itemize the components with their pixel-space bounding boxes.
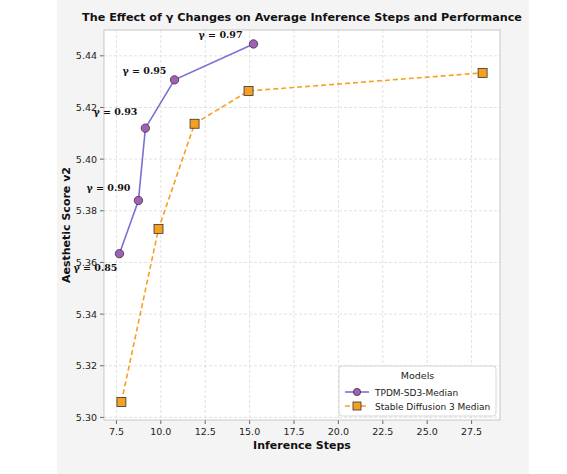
y-tick: [100, 210, 104, 211]
y-tick-label: 5.38: [76, 205, 97, 216]
y-grid-line: [104, 210, 500, 211]
y-tick-label: 5.44: [76, 50, 97, 61]
y-tick-label: 5.40: [76, 154, 97, 165]
y-tick-label: 5.30: [76, 412, 97, 423]
point: [170, 76, 178, 84]
legend-label: TPDM-SD3-Median: [374, 388, 458, 398]
legend-box: [339, 366, 496, 416]
y-grid-line: [104, 314, 500, 315]
x-tick: [471, 420, 472, 424]
plot-background: [104, 30, 500, 420]
x-tick: [249, 420, 250, 424]
data-group: [115, 40, 487, 407]
y-grid-line: [104, 107, 500, 108]
plot-frame: [104, 30, 500, 420]
x-tick-label: 17.5: [283, 426, 304, 437]
y-tick: [100, 417, 104, 418]
point: [154, 224, 163, 233]
y-tick: [100, 365, 104, 366]
point: [115, 249, 123, 257]
point: [244, 86, 253, 95]
x-tick-label: 27.5: [461, 426, 482, 437]
legend: Models TPDM-SD3-Median Stable Diffusion 3 …: [339, 366, 496, 416]
x-tick: [205, 420, 206, 424]
y-tick: [100, 314, 104, 315]
point: [141, 124, 149, 132]
annotation: γ = 0.90: [86, 182, 130, 193]
point: [134, 196, 142, 204]
title: The Effect of γ Changes on Average Infer…: [82, 11, 522, 24]
point: [249, 40, 257, 48]
annotation: γ = 0.85: [73, 262, 117, 273]
x-tick: [294, 420, 295, 424]
series-line: [119, 44, 253, 254]
legend-title: Models: [401, 370, 435, 381]
y-grid-line: [104, 55, 500, 56]
x-tick-label: 12.5: [195, 426, 216, 437]
annotation: γ = 0.95: [123, 65, 167, 76]
legend-marker: [353, 402, 361, 410]
legend-marker: [353, 388, 360, 395]
x-grid-line: [427, 30, 428, 420]
point: [478, 68, 487, 77]
x-tick-label: 10.0: [150, 426, 171, 437]
x-axis-label: Inference Steps: [253, 439, 351, 452]
y-tick-label: 5.32: [76, 360, 97, 371]
x-tick: [382, 420, 383, 424]
x-tick: [427, 420, 428, 424]
y-grid-line: [104, 262, 500, 263]
x-tick-label: 20.0: [328, 426, 349, 437]
x-tick: [338, 420, 339, 424]
x-grid-line: [382, 30, 383, 420]
legend-label: Stable Diffusion 3 Median: [375, 402, 490, 412]
x-grid-line: [471, 30, 472, 420]
figure-background: [57, 0, 529, 474]
point: [190, 119, 199, 128]
y-grid-line: [104, 159, 500, 160]
x-tick: [116, 420, 117, 424]
series-line: [121, 73, 482, 402]
y-tick: [100, 159, 104, 160]
y-tick: [100, 55, 104, 56]
x-grid-line: [116, 30, 117, 420]
chart: 7.5 10.0 12.5 15.0 17.5 20.0 22.5 25.0 27.5 5.30 5…: [0, 0, 567, 474]
annotation: γ = 0.93: [93, 106, 137, 117]
annotation: γ = 0.97: [199, 29, 243, 40]
x-tick-label: 15.0: [239, 426, 260, 437]
y-tick-label: 5.34: [76, 309, 97, 320]
x-grid-line: [294, 30, 295, 420]
x-grid-line: [338, 30, 339, 420]
x-tick-label: 25.0: [417, 426, 438, 437]
x-tick-label: 22.5: [372, 426, 393, 437]
y-grid-line: [104, 417, 500, 418]
point: [117, 397, 126, 406]
y-axis-label: Aesthetic Score v2: [60, 167, 73, 283]
x-tick-label: 7.5: [109, 426, 124, 437]
x-tick: [160, 420, 161, 424]
x-grid-line: [205, 30, 206, 420]
